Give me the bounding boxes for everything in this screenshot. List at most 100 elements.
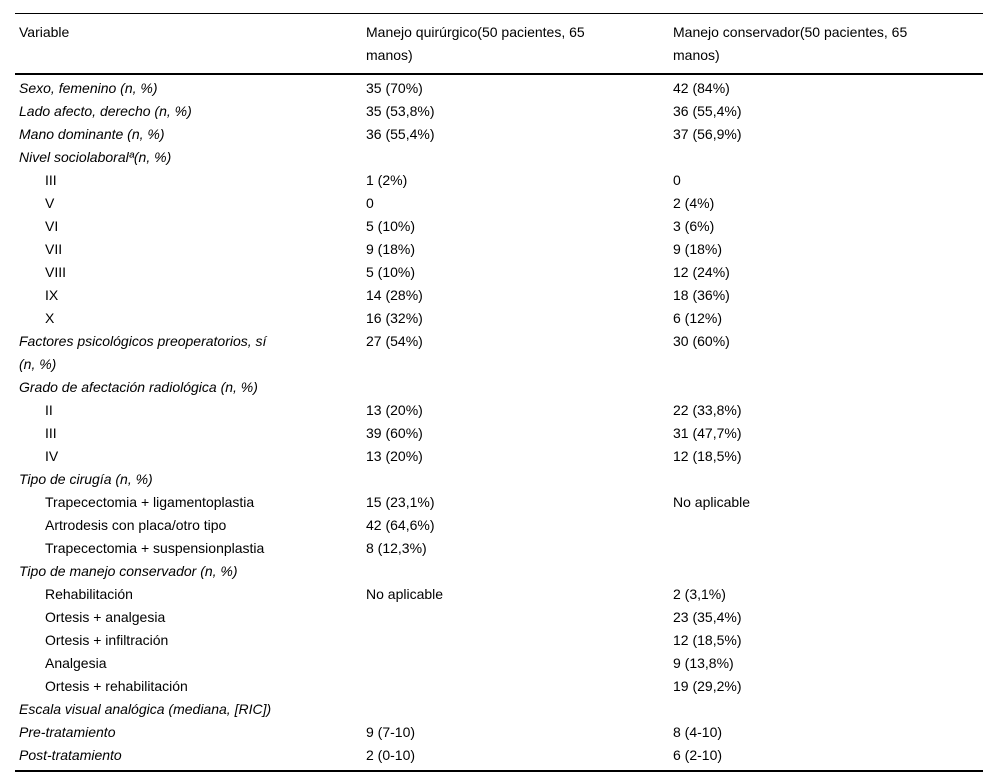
row-label: Rehabilitación <box>45 586 133 602</box>
row-label: Trapecectomia + ligamentoplastia <box>45 494 255 510</box>
table-row: Ortesis + infiltración 12 (18,5%) <box>15 629 983 652</box>
row-label: Lado afecto, derecho (n, %) <box>19 103 192 119</box>
cell-manejo-conservador: 23 (35,4%) <box>673 609 742 625</box>
table-row: Nivel sociolaboralª(n, %) <box>15 146 983 169</box>
cell-manejo-conservador: 18 (36%) <box>673 287 730 303</box>
patients-comparison-table: Variable Manejo quirúrgico(50 pacientes,… <box>15 13 983 772</box>
row-label: III <box>45 172 57 188</box>
table-row: Escala visual analógica (mediana, [RIC]) <box>15 698 983 721</box>
column-header-manejo-conservador: Manejo conservador(50 pacientes, 65 mano… <box>673 13 983 75</box>
row-label: Factores psicológicos preoperatorios, sí… <box>19 333 267 372</box>
cell-manejo-quirurgico: 27 (54%) <box>366 333 423 349</box>
table-row: Tipo de manejo conservador (n, %) <box>15 560 983 583</box>
cell-manejo-conservador <box>673 514 983 537</box>
table-row: IV 13 (20%) 12 (18,5%) <box>15 445 983 468</box>
cell-manejo-conservador: 19 (29,2%) <box>673 678 742 694</box>
table-row: Trapecectomia + ligamentoplastia 15 (23,… <box>15 491 983 514</box>
table-row: VIII 5 (10%) 12 (24%) <box>15 261 983 284</box>
cell-manejo-conservador: 3 (6%) <box>673 218 715 234</box>
column-header-variable: Variable <box>15 13 366 75</box>
cell-manejo-quirurgico: 14 (28%) <box>366 287 423 303</box>
row-label: Ortesis + infiltración <box>45 632 169 648</box>
cell-manejo-conservador <box>673 698 983 721</box>
row-label: IV <box>45 448 59 464</box>
cell-manejo-quirurgico <box>366 606 673 629</box>
cell-manejo-quirurgico: 1 (2%) <box>366 172 408 188</box>
table-row: V 0 2 (4%) <box>15 192 983 215</box>
table-row: Pre-tratamiento 9 (7-10) 8 (4-10) <box>15 721 983 744</box>
row-label: VII <box>45 241 63 257</box>
table-row: Mano dominante (n, %) 36 (55,4%) 37 (56,… <box>15 123 983 146</box>
table-header: Variable Manejo quirúrgico(50 pacientes,… <box>15 13 983 75</box>
row-label: Pre-tratamiento <box>19 724 116 740</box>
table-body: Sexo, femenino (n, %) 35 (70%) 42 (84%) … <box>15 74 983 771</box>
cell-manejo-conservador: 6 (12%) <box>673 310 723 326</box>
cell-manejo-quirurgico <box>366 146 673 169</box>
cell-manejo-conservador: 9 (18%) <box>673 241 723 257</box>
cell-manejo-quirurgico: 0 <box>366 195 374 211</box>
column-header-manejo-quirurgico: Manejo quirúrgico(50 pacientes, 65 manos… <box>366 13 673 75</box>
cell-manejo-quirurgico: 35 (70%) <box>366 80 423 96</box>
table-row: Rehabilitación No aplicable 2 (3,1%) <box>15 583 983 606</box>
cell-manejo-quirurgico <box>366 560 673 583</box>
cell-manejo-conservador <box>673 560 983 583</box>
cell-manejo-quirurgico <box>366 376 673 399</box>
cell-manejo-conservador: 8 (4-10) <box>673 724 723 740</box>
cell-manejo-conservador: 37 (56,9%) <box>673 126 742 142</box>
cell-manejo-conservador: No aplicable <box>673 494 751 510</box>
table-row: Factores psicológicos preoperatorios, sí… <box>15 330 983 376</box>
table-row: Post-tratamiento 2 (0-10) 6 (2-10) <box>15 744 983 771</box>
row-label: Ortesis + analgesia <box>45 609 166 625</box>
row-label: III <box>45 425 57 441</box>
table-row: Sexo, femenino (n, %) 35 (70%) 42 (84%) <box>15 74 983 100</box>
table-row: III 39 (60%) 31 (47,7%) <box>15 422 983 445</box>
row-label: Escala visual analógica (mediana, [RIC]) <box>19 701 272 717</box>
table-row: Tipo de cirugía (n, %) <box>15 468 983 491</box>
row-label: Ortesis + rehabilitación <box>45 678 188 694</box>
cell-manejo-quirurgico: 15 (23,1%) <box>366 494 435 510</box>
cell-manejo-conservador <box>673 146 983 169</box>
table-row: Ortesis + analgesia 23 (35,4%) <box>15 606 983 629</box>
cell-manejo-quirurgico: 5 (10%) <box>366 264 416 280</box>
cell-manejo-quirurgico: 13 (20%) <box>366 402 423 418</box>
cell-manejo-quirurgico <box>366 652 673 675</box>
row-label: VIII <box>45 264 67 280</box>
cell-manejo-quirurgico: 9 (18%) <box>366 241 416 257</box>
cell-manejo-conservador: 22 (33,8%) <box>673 402 742 418</box>
row-label: Mano dominante (n, %) <box>19 126 165 142</box>
cell-manejo-conservador: 31 (47,7%) <box>673 425 742 441</box>
table-row: X 16 (32%) 6 (12%) <box>15 307 983 330</box>
cell-manejo-quirurgico <box>366 698 673 721</box>
table-row: VI 5 (10%) 3 (6%) <box>15 215 983 238</box>
table-row: II 13 (20%) 22 (33,8%) <box>15 399 983 422</box>
cell-manejo-quirurgico <box>366 675 673 698</box>
table-row: Trapecectomia + suspensionplastia 8 (12,… <box>15 537 983 560</box>
row-label: Tipo de manejo conservador (n, %) <box>19 563 238 579</box>
cell-manejo-quirurgico: 5 (10%) <box>366 218 416 234</box>
cell-manejo-conservador: 30 (60%) <box>673 333 730 349</box>
row-label: V <box>45 195 55 211</box>
cell-manejo-conservador: 12 (18,5%) <box>673 632 742 648</box>
row-label: Artrodesis con placa/otro tipo <box>45 517 227 533</box>
cell-manejo-quirurgico: 2 (0-10) <box>366 747 416 763</box>
cell-manejo-conservador: 0 <box>673 172 681 188</box>
cell-manejo-conservador: 6 (2-10) <box>673 747 723 763</box>
row-label: VI <box>45 218 59 234</box>
row-label: Tipo de cirugía (n, %) <box>19 471 153 487</box>
table-row: Lado afecto, derecho (n, %) 35 (53,8%) 3… <box>15 100 983 123</box>
cell-manejo-quirurgico <box>366 629 673 652</box>
cell-manejo-conservador: 12 (24%) <box>673 264 730 280</box>
cell-manejo-quirurgico: 9 (7-10) <box>366 724 416 740</box>
cell-manejo-quirurgico: 39 (60%) <box>366 425 423 441</box>
row-label: Grado de afectación radiológica (n, %) <box>19 379 258 395</box>
table-row: VII 9 (18%) 9 (18%) <box>15 238 983 261</box>
row-label: IX <box>45 287 59 303</box>
cell-manejo-quirurgico: No aplicable <box>366 586 444 602</box>
cell-manejo-conservador: 2 (3,1%) <box>673 586 726 602</box>
row-label: Analgesia <box>45 655 107 671</box>
cell-manejo-conservador: 42 (84%) <box>673 80 730 96</box>
table-row: Analgesia 9 (13,8%) <box>15 652 983 675</box>
cell-manejo-conservador <box>673 537 983 560</box>
row-label: Post-tratamiento <box>19 747 122 763</box>
